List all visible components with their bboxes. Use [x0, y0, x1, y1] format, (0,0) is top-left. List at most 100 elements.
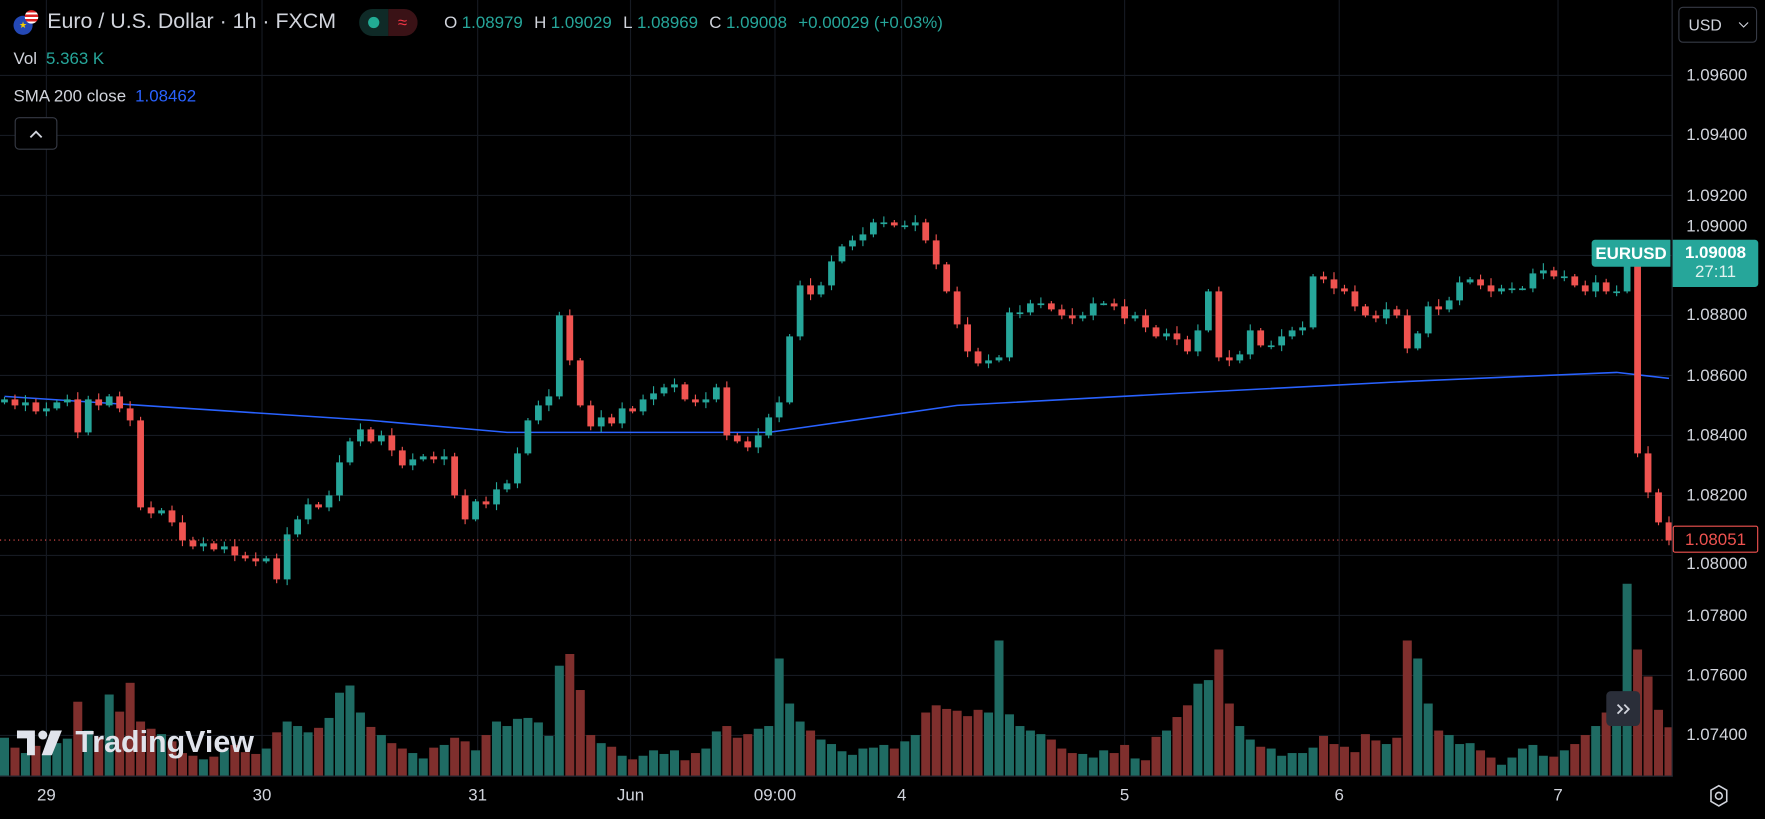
- logo-text: TradingView: [75, 724, 254, 759]
- volume-bar: [355, 712, 365, 776]
- symbol-price-badge: EURUSD: [1591, 239, 1671, 267]
- volume-bar: [1486, 757, 1496, 776]
- volume-legend[interactable]: Vol 5.363 K: [14, 50, 105, 69]
- close-value: 1.09008: [726, 12, 788, 33]
- volume-bar: [554, 665, 564, 776]
- volume-bar: [1057, 748, 1067, 776]
- volume-bar: [1507, 757, 1517, 776]
- candle-body: [618, 408, 626, 424]
- volume-bar: [1434, 730, 1444, 776]
- collapse-legend-button[interactable]: [14, 117, 58, 150]
- candle-body: [357, 429, 364, 442]
- candle-body: [535, 405, 542, 421]
- price-tick-label: 1.08800: [1686, 305, 1748, 325]
- price-tick-label: 1.09200: [1686, 185, 1748, 205]
- candle-body: [775, 402, 783, 418]
- volume-bar: [1088, 757, 1098, 776]
- scroll-to-realtime-button[interactable]: [1606, 691, 1641, 727]
- volume-bar: [858, 748, 868, 776]
- volume-bar: [1214, 649, 1224, 776]
- volume-bar: [1036, 734, 1046, 776]
- candle-body: [1047, 303, 1055, 310]
- volume-bar: [847, 754, 857, 776]
- candle-body: [74, 399, 82, 433]
- volume-bar: [0, 737, 10, 776]
- volume-bar: [1224, 703, 1234, 776]
- candle-body: [1152, 327, 1160, 337]
- candle-body: [1194, 330, 1202, 352]
- volume-bar: [314, 727, 324, 776]
- open-label: O: [444, 12, 458, 33]
- volume-bar: [586, 735, 596, 776]
- sma-legend[interactable]: SMA 200 close 1.08462: [14, 87, 197, 106]
- market-status[interactable]: ≈: [358, 9, 418, 37]
- candle-body: [890, 222, 898, 226]
- volume-bar: [1601, 712, 1611, 776]
- volume-bar: [743, 734, 753, 776]
- volume-bar: [397, 748, 407, 776]
- candle-body: [660, 387, 668, 394]
- volume-bar: [1120, 744, 1130, 776]
- candle-body: [440, 456, 448, 460]
- candle-body: [1466, 279, 1474, 283]
- volume-bar: [1360, 734, 1370, 776]
- price-tick-label: 1.09000: [1686, 216, 1748, 236]
- volume-bar: [261, 748, 271, 776]
- candle-body: [1184, 339, 1191, 352]
- candle-body: [1665, 522, 1672, 541]
- bar-countdown: 27:11: [1694, 262, 1736, 282]
- candle-body: [1550, 270, 1558, 277]
- volume-bar: [1193, 683, 1203, 776]
- candle-body: [294, 519, 301, 535]
- chart-settings-button[interactable]: [1706, 783, 1731, 808]
- volume-bar: [1025, 730, 1035, 776]
- candle-body: [608, 417, 616, 424]
- low-value: 1.08969: [636, 12, 699, 33]
- candle-body: [1382, 309, 1390, 319]
- volume-bar: [251, 753, 261, 776]
- volume-bar: [1402, 640, 1412, 776]
- volume-bar: [680, 760, 690, 776]
- volume-bar: [1570, 744, 1580, 776]
- chart-pane[interactable]: ★ Euro / U.S. Dollar · 1h · FXCM ≈ O 1.08…: [0, 0, 1673, 777]
- price-axis[interactable]: USD 1.07400 1.07600 1.07800 1.08000 1.08200 1…: [1672, 0, 1765, 776]
- candle-body: [733, 435, 741, 442]
- candle-body: [587, 405, 595, 427]
- volume-bar: [1298, 753, 1308, 776]
- volume-bar: [1339, 746, 1349, 776]
- sma-value: 1.08462: [135, 86, 197, 106]
- price-tick-label: 1.07600: [1686, 665, 1748, 685]
- price-tick-label: 1.08200: [1686, 485, 1748, 505]
- volume-bar: [659, 753, 669, 776]
- time-tick-label: Jun: [616, 785, 645, 805]
- candle-body: [1602, 282, 1610, 292]
- chevron-down-icon: [1738, 22, 1749, 28]
- symbol-title[interactable]: Euro / U.S. Dollar · 1h · FXCM: [47, 10, 337, 34]
- volume-bar: [806, 730, 816, 776]
- candle-body: [1278, 336, 1286, 346]
- open-value: 1.08979: [461, 12, 523, 33]
- volume-bar: [1350, 752, 1360, 776]
- candle-body: [723, 387, 731, 436]
- candle-body: [1424, 306, 1432, 334]
- volume-bar: [544, 735, 554, 776]
- high-label: H: [534, 12, 547, 33]
- symbol-header: ★ Euro / U.S. Dollar · 1h · FXCM ≈ O 1.08…: [13, 9, 943, 37]
- currency-button[interactable]: USD: [1678, 6, 1758, 43]
- volume-bar: [973, 709, 983, 776]
- volume-bar: [1235, 726, 1245, 776]
- candle-body: [545, 396, 553, 406]
- candle-body: [63, 399, 71, 403]
- volume-bar: [481, 735, 491, 776]
- candle-body: [200, 543, 207, 547]
- volume-bar: [889, 748, 899, 776]
- candlestick-chart[interactable]: [0, 0, 1672, 776]
- time-axis[interactable]: 29 30 31 Jun 09:00 4 5 6 7: [0, 777, 1672, 819]
- volume-bar: [471, 750, 481, 776]
- tradingview-logo[interactable]: TradingView: [16, 724, 254, 760]
- candle-body: [901, 225, 909, 228]
- candle-body: [555, 315, 563, 397]
- candle-body: [493, 489, 500, 505]
- double-chevron-right-icon: [1616, 703, 1631, 714]
- volume-bar: [1444, 735, 1454, 776]
